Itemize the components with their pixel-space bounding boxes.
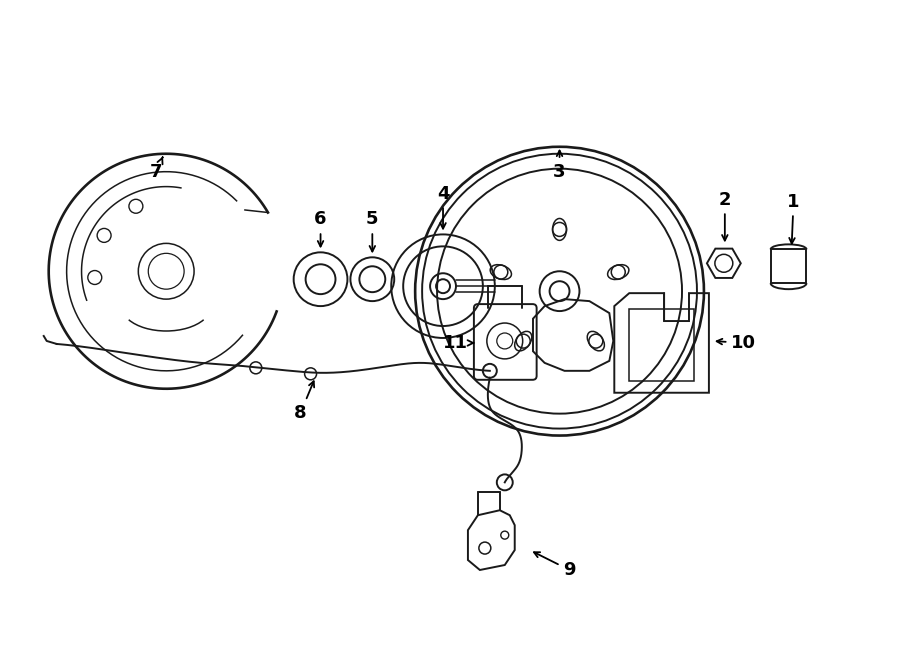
Text: 1: 1	[788, 192, 800, 243]
Text: 3: 3	[554, 151, 566, 180]
Bar	[629, 309, 694, 381]
Text: 7: 7	[150, 157, 163, 180]
Text: 5: 5	[366, 210, 379, 252]
Bar	[770, 249, 806, 283]
Text: 10: 10	[716, 334, 756, 352]
Text: 9: 9	[534, 552, 576, 579]
Text: 11: 11	[443, 334, 473, 352]
Text: 6: 6	[314, 210, 327, 247]
Text: 2: 2	[718, 190, 731, 241]
Text: 4: 4	[436, 184, 449, 229]
Text: 8: 8	[294, 381, 314, 422]
